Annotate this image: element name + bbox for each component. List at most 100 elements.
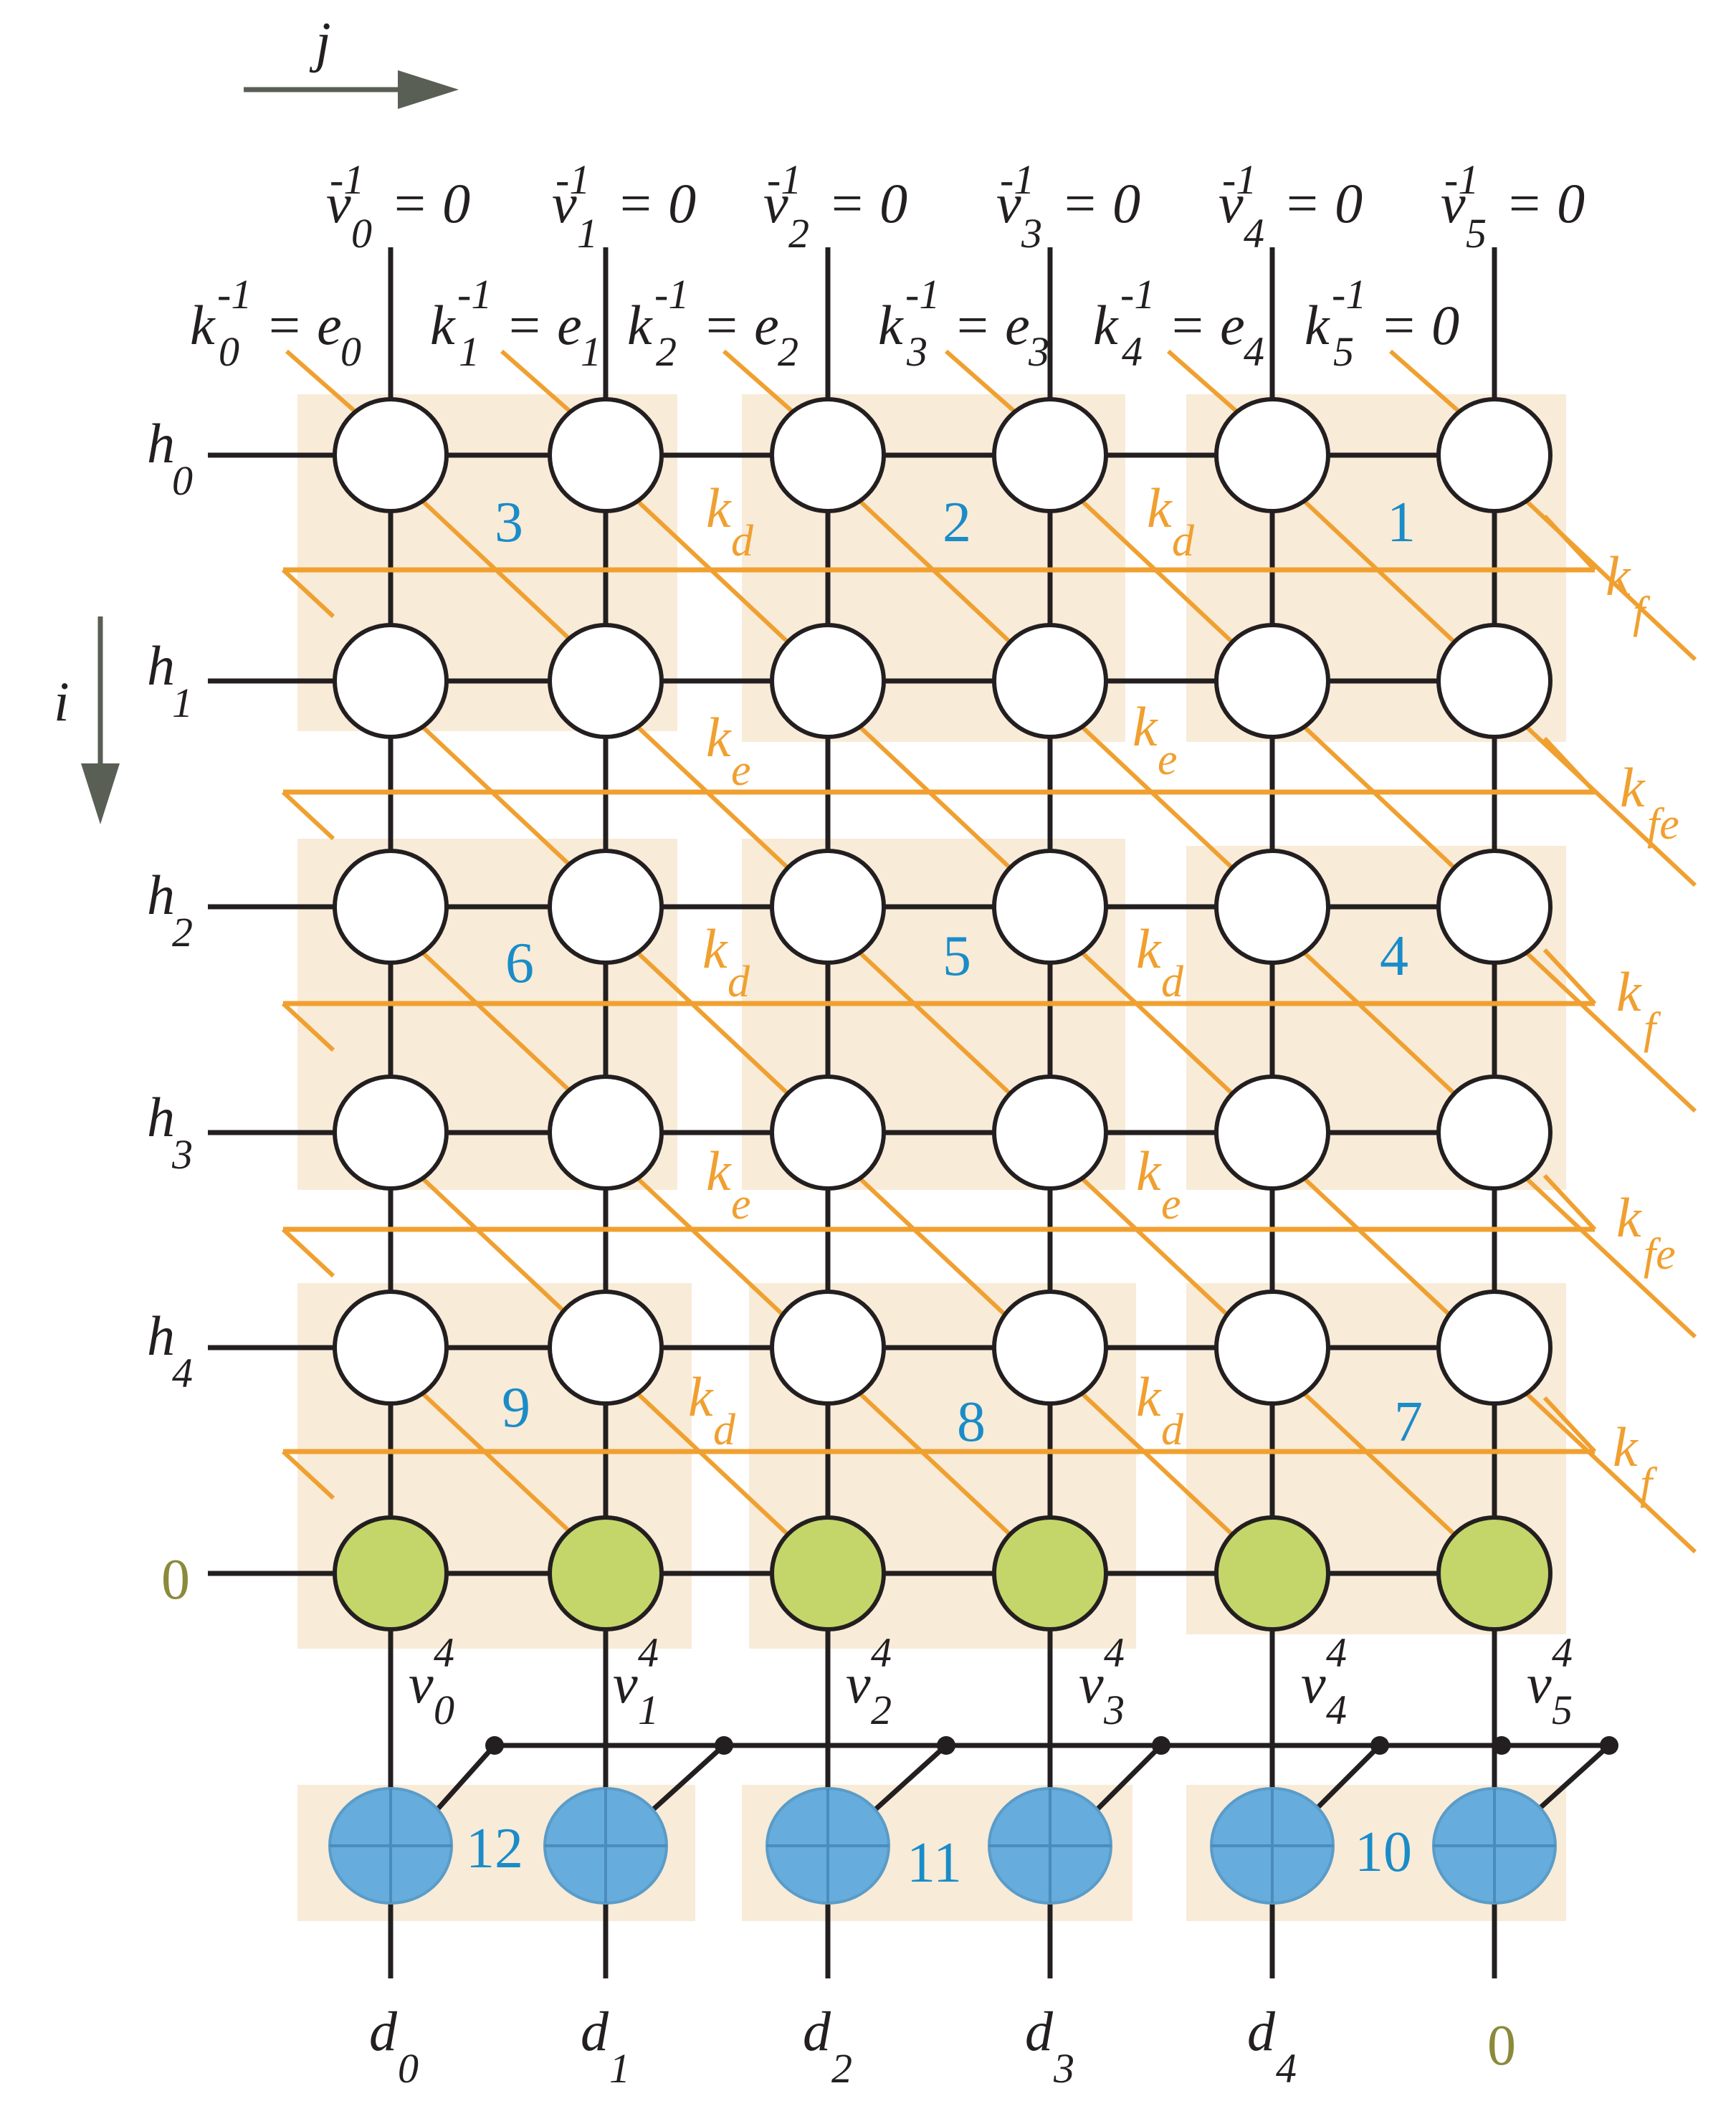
v-top-sub-5: 5: [1466, 210, 1487, 257]
green-node-2: [770, 1515, 886, 1631]
v-top-base-2: v: [763, 172, 788, 234]
d-sub-3: 3: [1053, 2045, 1074, 2092]
k-right-sub-3: fe: [1644, 1230, 1676, 1279]
h-base-1: h: [147, 634, 175, 697]
pe-node-3-5: [1436, 1075, 1553, 1191]
k-diagonal-3-4: [1295, 1170, 1475, 1339]
pe-node-1-3: [992, 623, 1108, 739]
adder-0: [328, 1787, 453, 1905]
k-right-sub-4: f: [1640, 1459, 1658, 1508]
v-out-base-2: v: [846, 1652, 871, 1715]
v-top-base-0: v: [326, 172, 351, 234]
pe-node-4-3: [992, 1290, 1108, 1406]
k-right-base-2: k: [1616, 961, 1642, 1023]
k-mid-sub-3: e: [1158, 735, 1178, 784]
k-top-eq-0: = e: [265, 294, 342, 356]
output-bus: [431, 1736, 1618, 1816]
labels: jiv-10 = 0 v-11 = 0 v-12 = 0 v-13 = 0 v-14 = 0 v-1…: [54, 11, 1679, 2092]
v-out-sup-1: 4: [638, 1629, 659, 1676]
k-mid-base-4: k: [702, 918, 728, 980]
k-mid-sub-6: e: [731, 1180, 751, 1229]
k-top-base-1: k: [430, 294, 456, 356]
k-bus-right-leg-4: [1542, 1396, 1597, 1454]
k-top-sub-1: 1: [459, 328, 480, 375]
bus-branch-4: [1310, 1743, 1382, 1816]
pe-node-0-3: [992, 397, 1108, 513]
k-top-esub-2: 2: [778, 328, 798, 375]
d-sub-4: 4: [1276, 2045, 1297, 2092]
k-right-base-3: k: [1616, 1186, 1642, 1249]
k-top-eq-1: = e: [505, 294, 582, 356]
adder-1: [543, 1787, 668, 1905]
v-out-sub-5: 5: [1552, 1687, 1573, 1733]
v-out-sub-1: 1: [638, 1687, 659, 1733]
bus-dot-5: [1492, 1736, 1511, 1755]
pe-node-1-0: [333, 623, 449, 739]
k-top-base-0: k: [190, 294, 216, 356]
pe-node-1-4: [1214, 623, 1330, 739]
k-diagonal-2-0: [414, 944, 593, 1113]
k-top-sup-1: -1: [457, 271, 492, 318]
pe-node-3-4: [1214, 1075, 1330, 1191]
green-node-5: [1436, 1515, 1553, 1631]
k-diagonal-4-2: [851, 1385, 1031, 1554]
green-node-0: [333, 1515, 449, 1631]
pe-node-2-2: [770, 849, 886, 965]
k-top-base-5: k: [1305, 294, 1330, 356]
k-diagonal-4-0: [414, 1385, 593, 1554]
pe-node-1-5: [1436, 623, 1553, 739]
h-base-2: h: [147, 864, 175, 926]
h-sub-4: 4: [172, 1350, 193, 1396]
v-top-sup-3: -1: [1000, 156, 1034, 203]
k-diagonal-3-5: [1517, 1170, 1697, 1339]
k-mid-base-6: k: [706, 1140, 732, 1202]
adder-2: [766, 1787, 890, 1905]
pe-node-0-1: [548, 397, 664, 513]
k-right-sub-2: f: [1644, 1004, 1661, 1053]
v-top-sub-4: 4: [1244, 210, 1264, 257]
block-number-6: 9: [502, 1376, 530, 1439]
k-mid-sub-9: d: [1161, 1406, 1184, 1454]
green-node-4: [1214, 1515, 1330, 1631]
pe-node-0-0: [333, 397, 449, 513]
pe-node-0-5: [1436, 397, 1553, 513]
v-top-sub-0: 0: [351, 210, 372, 257]
pe-node-0-4: [1214, 397, 1330, 513]
k-bus-left-leg-2: [281, 1001, 335, 1052]
k-bus-right-leg-2: [1542, 948, 1597, 1006]
k-mid-base-2: k: [706, 706, 732, 768]
h-base-3: h: [147, 1086, 175, 1148]
k-top-eq-4: = e: [1168, 294, 1245, 356]
pe-node-2-4: [1214, 849, 1330, 965]
k-diagonal-1-5: [1517, 718, 1697, 887]
block-number-0: 3: [495, 491, 523, 554]
k-bus-right-leg-3: [1542, 1173, 1597, 1231]
v-out-sub-0: 0: [434, 1687, 454, 1733]
v-out-sup-0: 4: [434, 1629, 454, 1676]
v-top-sup-4: -1: [1222, 156, 1256, 203]
d-sub-0: 0: [398, 2045, 419, 2092]
d-base-3: d: [1025, 2000, 1054, 2062]
v-out-sub-2: 2: [871, 1687, 892, 1733]
v-top-eq-2: = 0: [828, 172, 907, 234]
k-mid-base-5: k: [1136, 918, 1162, 980]
v-out-base-4: v: [1301, 1652, 1326, 1715]
k-top-esub-1: 1: [581, 328, 601, 375]
v-out-sup-2: 4: [871, 1629, 892, 1676]
pe-node-2-0: [333, 849, 449, 965]
pe-node-3-0: [333, 1075, 449, 1191]
d-sub-2: 2: [831, 2045, 852, 2092]
v-top-sup-5: -1: [1444, 156, 1479, 203]
k-diagonal-0-0: [414, 492, 593, 662]
k-diagonal-0-3: [1073, 492, 1253, 662]
k-mid-base-0: k: [706, 477, 732, 539]
block-number-10: 11: [907, 1831, 962, 1895]
v-top-sup-1: -1: [555, 156, 590, 203]
k-mid-base-3: k: [1132, 695, 1158, 758]
k-diagonal-0-4: [1295, 492, 1475, 662]
k-diagonal-2-3: [1073, 944, 1253, 1113]
i-arrow-head: [81, 763, 120, 824]
d-base-1: d: [581, 2000, 609, 2062]
k-diagonal-1-1: [629, 718, 809, 887]
